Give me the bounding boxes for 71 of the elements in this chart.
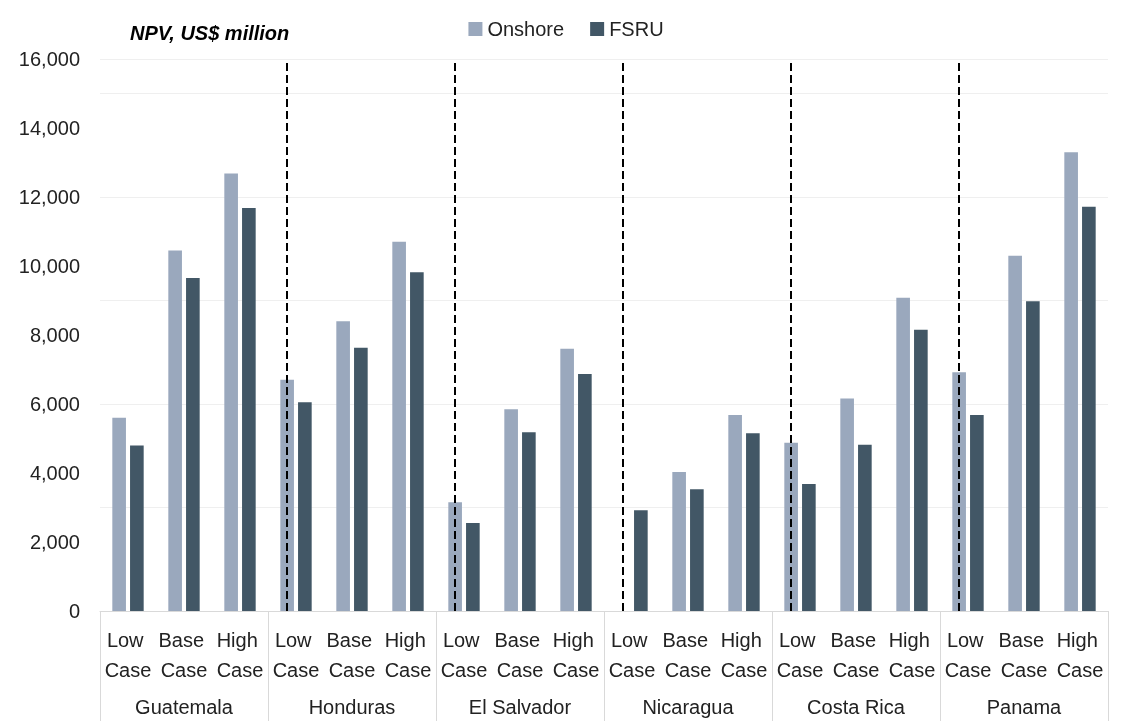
y-tick-label: 10,000 — [18, 255, 80, 277]
x-tick-label: Base Case — [998, 629, 1050, 681]
bar — [1026, 301, 1040, 611]
bar — [578, 373, 592, 611]
x-tick-label: High Case — [552, 629, 600, 681]
bar — [112, 417, 126, 611]
text: Nicaragua — [642, 696, 735, 718]
bar — [224, 173, 238, 611]
x-tick-label: Low Case — [608, 629, 656, 681]
y-tick-label: 14,000 — [18, 117, 80, 139]
bar — [1082, 206, 1096, 611]
bar — [560, 348, 574, 611]
x-tick-label: Low Case — [272, 629, 320, 681]
bar — [690, 489, 704, 611]
text: Honduras — [308, 696, 396, 718]
x-tick-label: Low Case — [776, 629, 824, 681]
bar — [186, 278, 200, 611]
bar — [1064, 152, 1078, 611]
bar — [280, 379, 294, 611]
bar — [1008, 255, 1022, 611]
bar — [448, 502, 462, 611]
bar — [970, 415, 984, 611]
y-tick-label: 12,000 — [18, 186, 80, 208]
x-tick-label: Low Case — [440, 629, 488, 681]
x-tick-label: Base Case — [830, 629, 882, 681]
x-tick-label: High Case — [720, 629, 768, 681]
x-tick-label: Low Case — [944, 629, 992, 681]
text: Costa Rica — [807, 696, 906, 718]
text: Panama — [986, 696, 1063, 718]
y-axis-title: NPV, US$ million — [130, 22, 290, 44]
bar — [728, 415, 742, 611]
x-tick-label: Base Case — [662, 629, 714, 681]
bar — [504, 409, 518, 611]
x-tick-label: High Case — [216, 629, 264, 681]
bar — [840, 398, 854, 611]
x-tick-label: Low Case — [104, 629, 152, 681]
bar — [634, 510, 648, 611]
y-tick-label: 2,000 — [29, 531, 80, 553]
bar — [392, 241, 406, 611]
legend-label: FSRU — [609, 18, 664, 40]
y-tick-label: 8,000 — [29, 324, 80, 346]
bar — [952, 372, 966, 611]
bar — [802, 484, 816, 611]
text: Guatemala — [135, 696, 234, 718]
bar — [914, 329, 928, 611]
y-tick-label: 4,000 — [29, 462, 80, 484]
y-tick-label: 6,000 — [29, 393, 80, 415]
x-tick-label: Base Case — [326, 629, 378, 681]
bar — [746, 433, 760, 611]
y-tick-label: 16,000 — [18, 48, 80, 70]
bar — [354, 347, 368, 611]
text: El Salvador — [468, 696, 572, 718]
bar — [336, 321, 350, 611]
x-tick-label: High Case — [888, 629, 936, 681]
y-tick-label: 0 — [68, 600, 80, 622]
bar — [130, 445, 144, 611]
bar — [858, 444, 872, 611]
legend-label: Onshore — [487, 18, 565, 40]
bar — [168, 250, 182, 611]
bar — [672, 471, 686, 611]
bar — [466, 523, 480, 611]
bar — [522, 432, 536, 611]
x-tick-label: Base Case — [158, 629, 210, 681]
bar — [298, 402, 312, 611]
x-tick-label: High Case — [384, 629, 432, 681]
x-tick-label: High Case — [1056, 629, 1104, 681]
x-tick-label: Base Case — [494, 629, 546, 681]
bar — [410, 272, 424, 611]
bar — [242, 208, 256, 611]
bar — [896, 297, 910, 611]
bar — [784, 442, 798, 611]
